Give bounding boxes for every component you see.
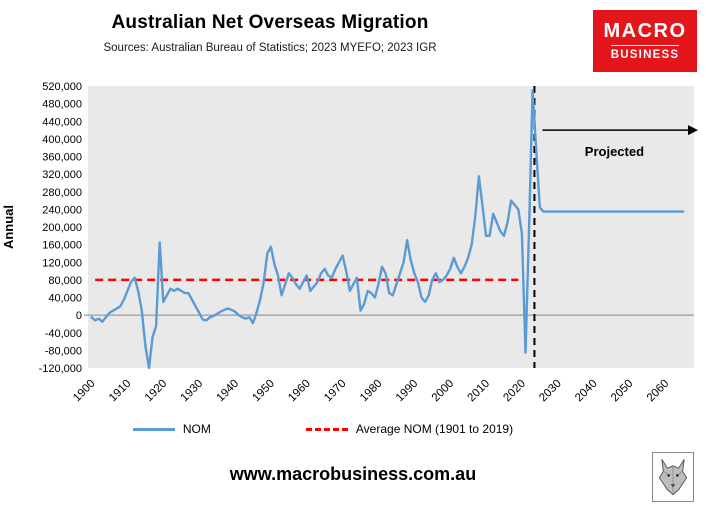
nom-line [90,89,685,370]
header: Australian Net Overseas Migration Source… [0,0,706,78]
y-tick-label: 80,000 [48,275,82,287]
x-tick-label: 2050 [609,378,636,405]
x-tick-label: 1960 [286,378,313,405]
y-tick-label: 480,000 [42,99,82,111]
y-tick-label: 280,000 [42,187,82,199]
plot-background [88,86,694,368]
y-tick-label: -80,000 [45,345,82,357]
y-tick-label: 360,000 [42,152,82,164]
footer: www.macrobusiness.com.au [0,450,706,510]
x-tick-label: 1930 [179,378,206,405]
x-tick-label: 1980 [358,378,385,405]
legend: NOM Average NOM (1901 to 2019) [0,418,706,440]
x-tick-label: 1920 [143,378,170,405]
x-tick-label: 1940 [215,378,242,405]
title-block: Australian Net Overseas Migration Source… [0,0,540,54]
y-axis-label: Annual [1,205,16,249]
x-tick-label: 2040 [573,378,600,405]
logo-business-text: BUSINESS [610,45,680,61]
y-tick-label: 240,000 [42,204,82,216]
legend-label: NOM [182,422,211,436]
x-tick-label: 2010 [466,378,493,405]
x-tick-label: 2000 [430,378,457,405]
x-tick-label: 2020 [501,378,528,405]
y-tick-label: 160,000 [42,240,82,252]
x-tick-label: 1900 [71,378,98,405]
legend-item-nom: NOM [132,422,211,436]
y-tick-label: 520,000 [42,81,82,93]
legend-item-average-nom: Average NOM (1901 to 2019) [305,422,514,436]
x-tick-label: 1950 [250,378,277,405]
nom-line-sample [132,427,175,431]
nom-chart: 520,000 480,000 440,000 400,000 360,000 320,0… [1,81,698,405]
y-tick-label: 440,000 [42,116,82,128]
chart-subtitle: Sources: Australian Bureau of Statistics… [103,42,437,54]
x-tick-label: 1910 [107,378,134,405]
macrobusiness-logo: MACRO BUSINESS [593,10,697,72]
projected-label: Projected [585,144,644,159]
average-nom-line-sample [305,427,348,431]
y-tick-label: 40,000 [48,293,82,305]
x-tick-label: 1990 [394,378,421,405]
y-tick-label: -120,000 [39,363,82,375]
y-tick-label: 120,000 [42,257,82,269]
y-tick-label: 0 [76,310,82,322]
logo-macro-text: MACRO [603,20,687,42]
website-url: www.macrobusiness.com.au [229,464,477,484]
x-tick-label: 2060 [645,378,672,405]
chart-area: 520,000 480,000 440,000 400,000 360,000 320,0… [0,78,706,416]
legend-label: Average NOM (1901 to 2019) [355,422,514,436]
x-tick-label: 1970 [322,378,349,405]
wolf-icon [658,459,688,496]
y-tick-label: 200,000 [42,222,82,234]
x-tick-label: 2030 [537,378,564,405]
y-tick-label: -40,000 [45,328,82,340]
chart-title: Australian Net Overseas Migration [111,12,429,33]
wolf-logo [652,452,694,502]
y-tick-label: 320,000 [42,169,82,181]
y-tick-label: 400,000 [42,134,82,146]
projected-arrow-head [688,125,698,136]
